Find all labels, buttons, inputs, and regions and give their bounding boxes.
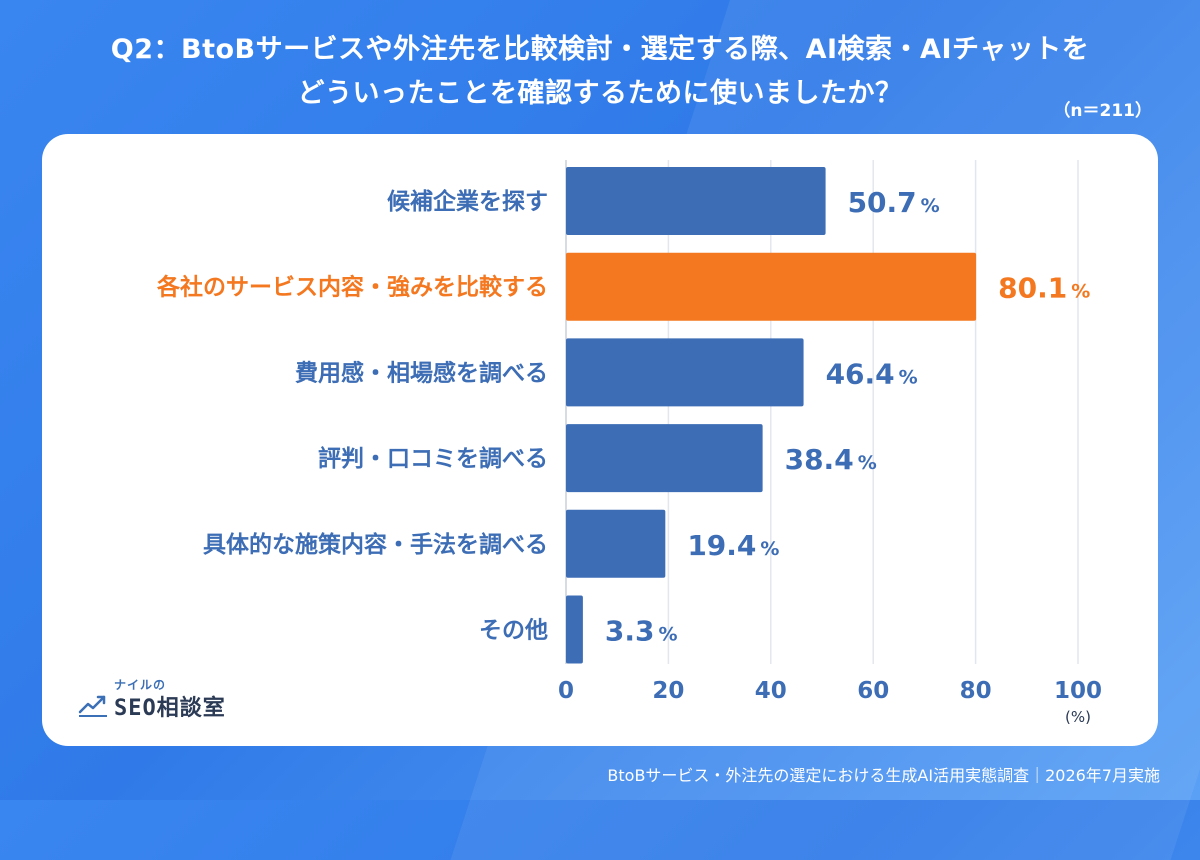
logo-main-jp: 相談室	[156, 696, 226, 721]
category-label: その他	[479, 618, 548, 644]
bar-4	[566, 424, 763, 493]
x-tick-label: 20	[652, 678, 684, 704]
source-footer: BtoBサービス・外注先の選定における生成AI活用実態調査｜2026年7月実施	[607, 766, 1160, 785]
sample-size: （n＝211）	[1053, 101, 1152, 121]
logo-small-text: ナイルの	[114, 678, 167, 692]
value-label: 38.4%	[785, 443, 877, 476]
trend-chart-icon	[78, 695, 107, 717]
logo-main-latin: SEO	[114, 696, 157, 721]
x-tick-label: 40	[755, 678, 787, 704]
logo-main-text: SEO相談室	[114, 690, 226, 722]
bar-2	[566, 252, 977, 321]
value-label: 80.1%	[998, 272, 1090, 305]
bar-5	[566, 509, 666, 578]
bar-3	[566, 338, 804, 407]
logo: ナイルの SEO相談室	[78, 676, 238, 722]
value-label: 3.3%	[605, 615, 678, 648]
title-line-1: Q2：BtoBサービスや外注先を比較検討・選定する際、AI検索・AIチャットを	[110, 34, 1090, 65]
chart-title: Q2：BtoBサービスや外注先を比較検討・選定する際、AI検索・AIチャットを …	[0, 28, 1200, 116]
x-tick-label: 100	[1054, 678, 1102, 704]
category-label: 評判・口コミを調べる	[318, 445, 548, 472]
title-line-2: どういったことを確認するために使いましたか？	[297, 78, 903, 109]
x-axis-unit: (%)	[1065, 708, 1091, 726]
x-tick-label: 60	[857, 678, 889, 704]
bar-1	[566, 167, 826, 235]
bar-6	[566, 595, 583, 664]
category-label: 具体的な施策内容・手法を調べる	[203, 531, 548, 558]
chart-card: 候補企業を探す 50.7% 各社のサービス内容・強みを比較する 80.1% 費用感・相場…	[42, 134, 1158, 746]
value-label: 50.7%	[848, 186, 940, 219]
x-tick-label: 0	[558, 678, 574, 704]
category-label: 候補企業を探す	[387, 188, 548, 215]
category-label: 費用感・相場感を調べる	[295, 359, 548, 386]
x-tick-label: 80	[960, 678, 992, 704]
bar-chart: 候補企業を探す 50.7 % 各社のサービス内容・強みを比較する 80.1 % 費用感・相場…	[156, 160, 1102, 726]
category-label: 各社のサービス内容・強みを比較する	[156, 274, 548, 301]
value-label: 46.4%	[826, 357, 918, 390]
value-label: 19.4%	[687, 529, 779, 562]
